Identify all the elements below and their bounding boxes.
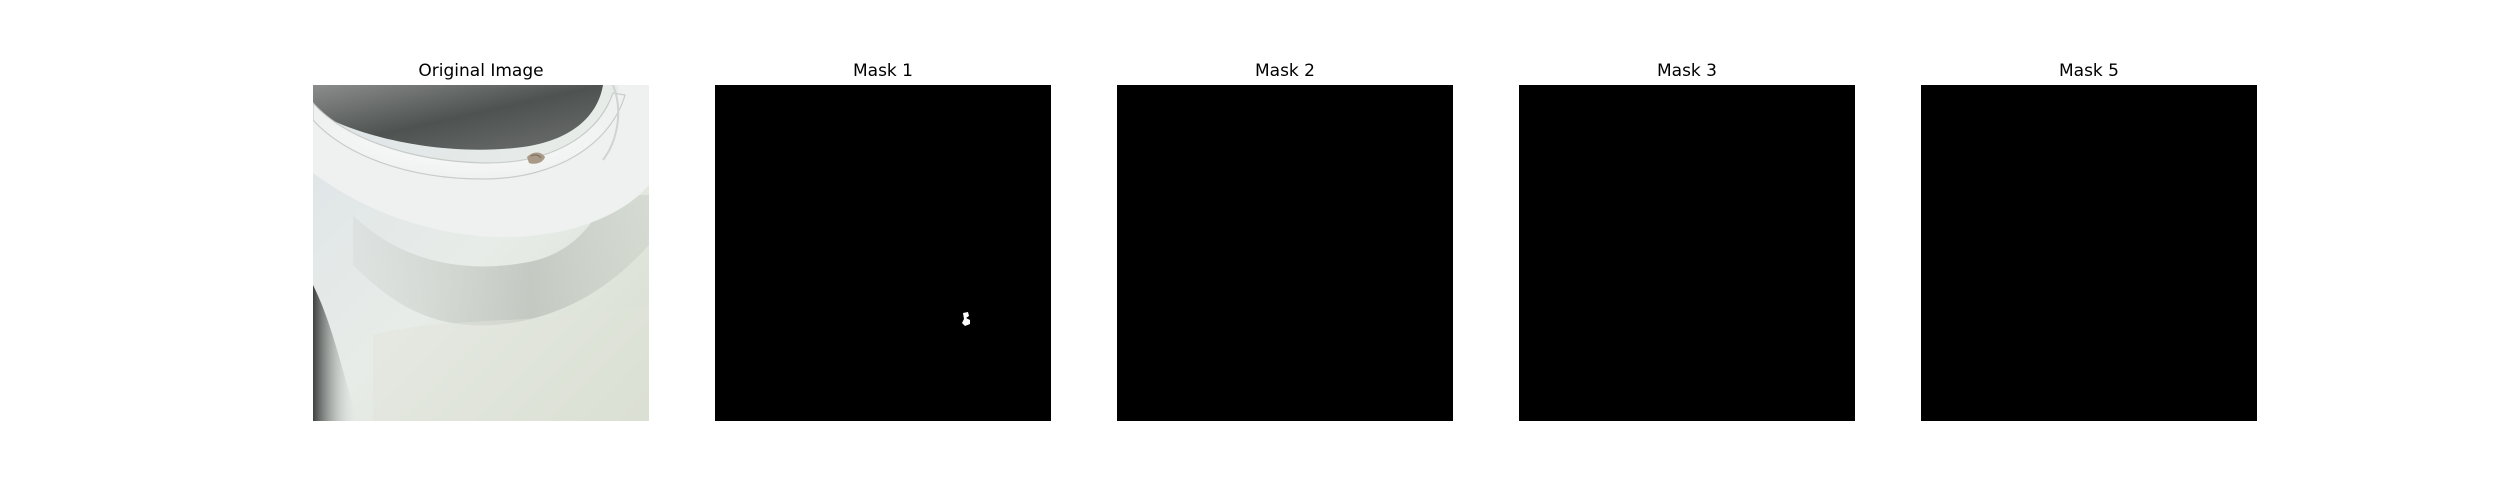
panel-title: Mask 5 [1921,60,2257,82]
mask-1-image [715,85,1051,421]
mask-1-canvas [715,85,1051,421]
mask-5-image [1921,85,2257,421]
mask-2-panel: Mask 2 [1117,0,1453,500]
original-photo [313,85,649,421]
mask-2-image [1117,85,1453,421]
mask-3-panel: Mask 3 [1519,0,1855,500]
mask-5-panel: Mask 5 [1921,0,2257,500]
mask-3-image [1519,85,1855,421]
original-image-panel: Original Image [313,0,649,500]
cup-photo-illustration [313,85,649,421]
panel-title: Original Image [313,60,649,82]
panel-title: Mask 1 [715,60,1051,82]
mask-1-panel: Mask 1 [715,0,1051,500]
panel-title: Mask 2 [1117,60,1453,82]
panel-title: Mask 3 [1519,60,1855,82]
